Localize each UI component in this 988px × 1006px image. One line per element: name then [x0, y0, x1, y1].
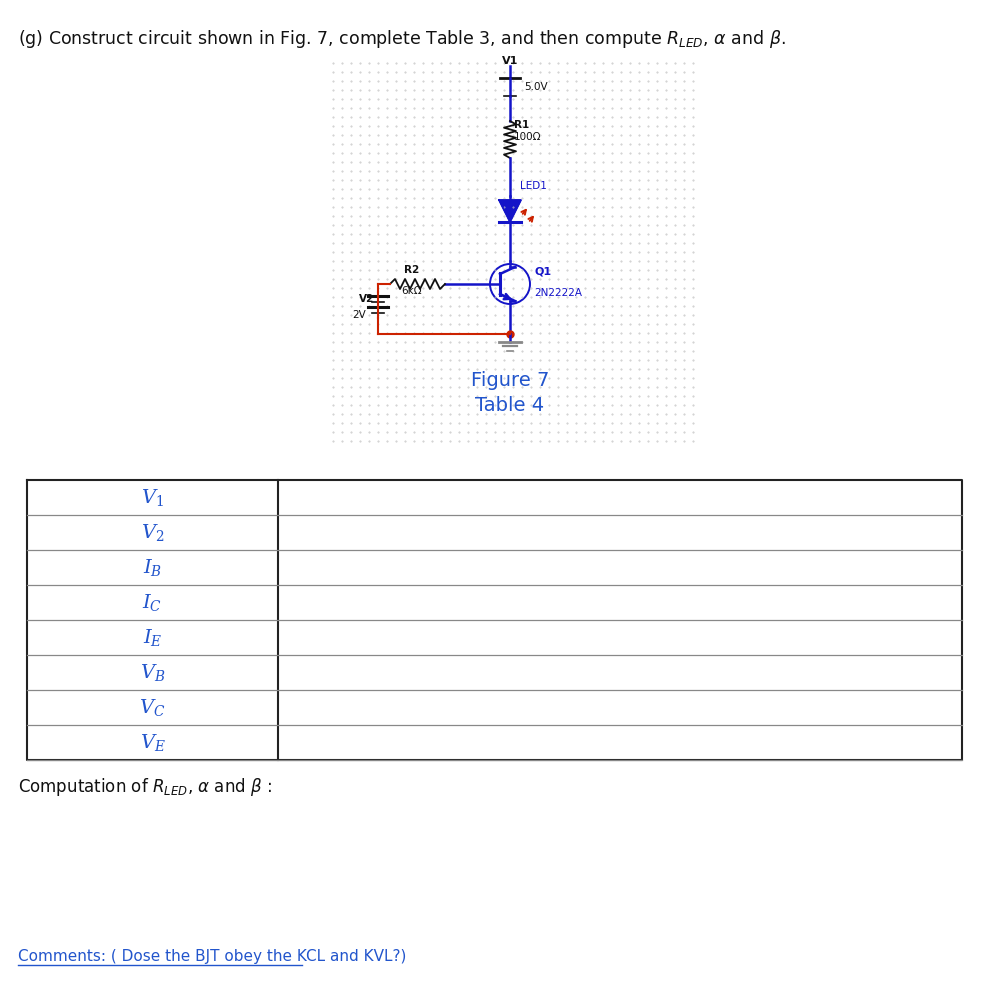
Text: R1: R1: [514, 120, 530, 130]
Text: $V_E$: $V_E$: [139, 732, 165, 753]
Text: Table 4: Table 4: [475, 396, 544, 415]
Text: 6kΩ: 6kΩ: [401, 286, 422, 296]
Text: V2: V2: [359, 294, 374, 304]
Text: $V_B$: $V_B$: [139, 662, 165, 683]
Text: 2N2222A: 2N2222A: [534, 288, 582, 298]
Text: $V_1$: $V_1$: [141, 487, 164, 508]
Text: V1: V1: [502, 56, 518, 66]
Text: 5.0V: 5.0V: [524, 82, 547, 92]
Text: $I_C$: $I_C$: [142, 592, 163, 613]
Text: $V_2$: $V_2$: [141, 522, 164, 543]
Text: LED1: LED1: [520, 181, 547, 191]
Text: $I_B$: $I_B$: [143, 557, 162, 578]
Text: (g) Construct circuit shown in Fig. 7, complete Table 3, and then compute $R_{LE: (g) Construct circuit shown in Fig. 7, c…: [18, 28, 785, 50]
Text: Figure 7: Figure 7: [471, 371, 549, 390]
Text: 100Ω: 100Ω: [514, 132, 541, 142]
Text: $V_C$: $V_C$: [139, 697, 166, 718]
Polygon shape: [499, 200, 521, 222]
Text: $I_E$: $I_E$: [142, 627, 162, 648]
Text: Comments: ( Dose the BJT obey the KCL and KVL?): Comments: ( Dose the BJT obey the KCL an…: [18, 949, 406, 964]
Text: R2: R2: [404, 265, 419, 275]
Text: Q1: Q1: [534, 266, 551, 276]
Text: 2V: 2V: [353, 310, 366, 320]
Text: Computation of $R_{LED}$, $\alpha$ and $\beta$ :: Computation of $R_{LED}$, $\alpha$ and $…: [18, 776, 272, 798]
